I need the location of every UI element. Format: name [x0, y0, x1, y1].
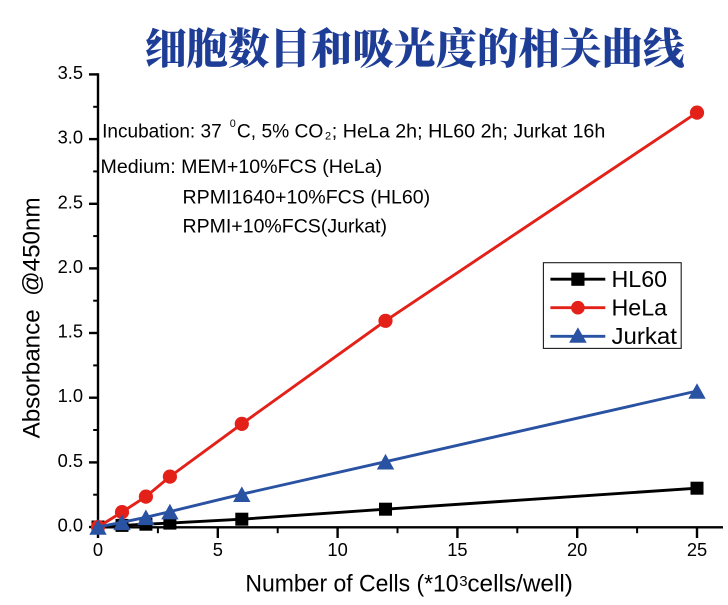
svg-text:cells/well): cells/well) [467, 571, 573, 598]
svg-text:3: 3 [459, 573, 467, 590]
svg-text:Medium: MEM+10%FCS (HeLa): Medium: MEM+10%FCS (HeLa) [101, 156, 383, 178]
svg-text:2.5: 2.5 [58, 191, 83, 212]
svg-text:HeLa: HeLa [612, 295, 668, 321]
svg-text:Number of Cells (*10: Number of Cells (*10 [245, 571, 458, 598]
svg-text:Incubation: 37: Incubation: 37 [102, 121, 222, 143]
svg-text:15: 15 [447, 539, 467, 560]
svg-text:1.0: 1.0 [58, 385, 83, 406]
svg-text:3.0: 3.0 [58, 127, 83, 148]
svg-text:RPMI+10%FCS(Jurkat): RPMI+10%FCS(Jurkat) [183, 215, 388, 237]
svg-text:2: 2 [325, 131, 331, 143]
svg-text:1.5: 1.5 [58, 321, 83, 342]
svg-text:Absorbance @450nm: Absorbance @450nm [19, 197, 46, 438]
svg-text:RPMI1640+10%FCS (HL60): RPMI1640+10%FCS (HL60) [183, 186, 431, 208]
svg-text:25: 25 [687, 539, 707, 560]
svg-text:5: 5 [213, 539, 223, 560]
svg-text:2.0: 2.0 [58, 256, 83, 277]
svg-text:20: 20 [567, 539, 587, 560]
svg-text:HL60: HL60 [612, 266, 668, 292]
svg-text:0: 0 [230, 118, 236, 130]
svg-text:; HeLa 2h; HL60 2h; Jurkat 16h: ; HeLa 2h; HL60 2h; Jurkat 16h [332, 121, 606, 143]
svg-text:Jurkat: Jurkat [612, 323, 678, 349]
svg-text:C, 5% CO: C, 5% CO [237, 121, 324, 143]
svg-text:0.5: 0.5 [58, 450, 83, 471]
svg-text:0.0: 0.0 [58, 515, 83, 536]
svg-text:0: 0 [93, 539, 103, 560]
svg-text:10: 10 [327, 539, 347, 560]
svg-text:3.5: 3.5 [58, 62, 83, 83]
